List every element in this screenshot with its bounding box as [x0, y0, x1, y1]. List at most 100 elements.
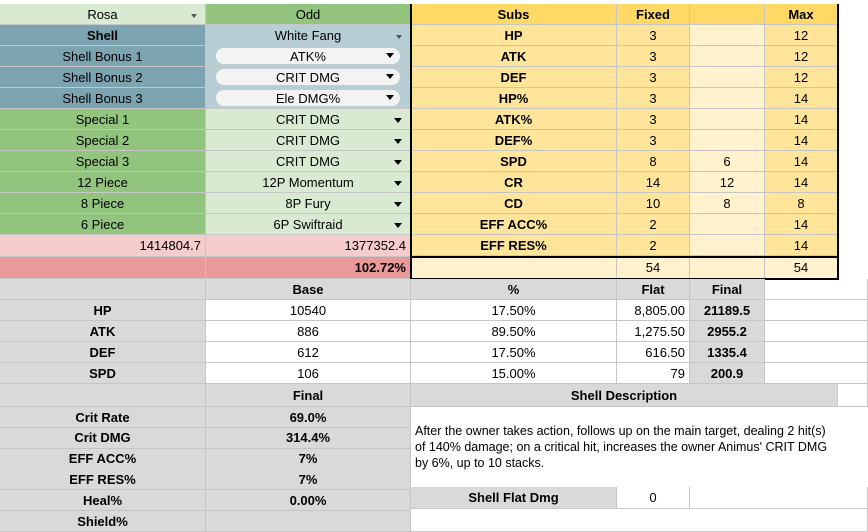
stat-final: 200.9 [690, 363, 765, 384]
stat-pad [765, 300, 868, 321]
shell-value: White Fang [274, 27, 342, 43]
sub-name: DEF% [411, 130, 617, 151]
dropdown-8-piece[interactable]: 8P Fury [206, 193, 411, 214]
subs-header-fixed: Fixed [617, 4, 690, 25]
stats-header-empty [0, 279, 206, 300]
stat-flat: 616.50 [617, 342, 690, 363]
sub-extra [690, 88, 765, 109]
sub-fixed: 2 [617, 214, 690, 235]
stat-flat: 79 [617, 363, 690, 384]
chevron-down-icon[interactable] [396, 35, 402, 39]
sub-extra [690, 25, 765, 46]
row-label-special-3: Special 3 [0, 151, 206, 172]
secondary-value: 7% [206, 448, 411, 470]
border-line [410, 256, 839, 258]
subs-total-extra [690, 257, 765, 279]
sub-fixed: 3 [617, 130, 690, 151]
sub-max: 14 [765, 214, 838, 235]
stat-pct: 15.00% [411, 363, 617, 384]
secondary-header-empty [0, 384, 206, 407]
stat-base: 10540 [206, 300, 411, 321]
row-label-shell-bonus-2: Shell Bonus 2 [0, 67, 206, 88]
sub-name: HP% [411, 88, 617, 109]
secondary-value: 69.0% [206, 407, 411, 428]
sub-name: ATK% [411, 109, 617, 130]
subs-header-name: Subs [411, 4, 617, 25]
pad [411, 509, 868, 532]
subs-total-label [411, 257, 617, 279]
stat-pct: 89.50% [411, 321, 617, 342]
sub-name: SPD [411, 151, 617, 172]
secondary-name: Crit Rate [0, 407, 206, 428]
chevron-down-icon[interactable] [191, 14, 197, 18]
ratio-value: 102.72% [206, 257, 411, 279]
row-label-6-piece: 6 Piece [0, 214, 206, 235]
dropdown-shell-bonus-3[interactable]: Ele DMG% [206, 88, 411, 109]
sub-extra: 6 [690, 151, 765, 172]
subs-header-extra [690, 4, 765, 25]
dropdown-arrow-icon [386, 95, 394, 100]
dropdown-arrow-icon [386, 74, 394, 79]
row-label-8-piece: 8 Piece [0, 193, 206, 214]
secondary-name: Crit DMG [0, 427, 206, 449]
dropdown-arrow-icon [394, 202, 402, 207]
stats-header-flat: Flat [617, 279, 690, 300]
sub-max: 14 [765, 88, 838, 109]
sub-fixed: 3 [617, 67, 690, 88]
dropdown-arrow-icon [394, 118, 402, 123]
dropdown-6-piece[interactable]: 6P Swiftraid [206, 214, 411, 235]
stats-header-pad [765, 279, 868, 300]
dropdown-shell-bonus-2[interactable]: CRIT DMG [206, 67, 411, 88]
secondary-value [206, 511, 411, 532]
dropdown-special-2[interactable]: CRIT DMG [206, 130, 411, 151]
stat-pct: 17.50% [411, 342, 617, 363]
subs-header-max: Max [765, 4, 838, 25]
stat-pct: 17.50% [411, 300, 617, 321]
stat-name: HP [0, 300, 206, 321]
sub-max: 14 [765, 109, 838, 130]
dropdown-special-3[interactable]: CRIT DMG [206, 151, 411, 172]
sub-extra [690, 235, 765, 256]
dropdown-12-piece[interactable]: 12P Momentum [206, 172, 411, 193]
dropdown-arrow-icon [386, 53, 394, 58]
ratio-empty [0, 257, 206, 279]
secondary-name: Heal% [0, 490, 206, 512]
stat-pad [765, 321, 868, 342]
border-line [410, 256, 412, 279]
row-label-shell-bonus-1: Shell Bonus 1 [0, 46, 206, 67]
subs-total-max: 54 [765, 257, 838, 279]
sub-extra [690, 130, 765, 151]
spacer [838, 4, 868, 279]
pad [838, 384, 868, 407]
sub-extra: 8 [690, 193, 765, 214]
border-line [837, 4, 839, 279]
sub-fixed: 2 [617, 235, 690, 256]
sub-extra [690, 109, 765, 130]
dropdown-arrow-icon [394, 223, 402, 228]
character-select[interactable]: Rosa [0, 4, 206, 25]
secondary-value: 314.4% [206, 427, 411, 449]
secondary-header-final: Final [206, 384, 411, 407]
shell-flat-dmg-value: 0 [617, 487, 690, 509]
stat-pad [765, 342, 868, 363]
sub-extra [690, 67, 765, 88]
sub-extra: 12 [690, 172, 765, 193]
secondary-value: 7% [206, 469, 411, 491]
secondary-name: EFF RES% [0, 469, 206, 491]
shell-flat-dmg-label: Shell Flat Dmg [411, 487, 617, 509]
row-label-special-2: Special 2 [0, 130, 206, 151]
dropdown-arrow-icon [394, 181, 402, 186]
shell-select[interactable]: White Fang [206, 25, 411, 46]
dropdown-shell-bonus-1[interactable]: ATK% [206, 46, 411, 67]
sub-max: 12 [765, 25, 838, 46]
sub-extra [690, 46, 765, 67]
stat-final: 1335.4 [690, 342, 765, 363]
row-label-shell-bonus-3: Shell Bonus 3 [0, 88, 206, 109]
sub-max: 14 [765, 235, 838, 256]
sub-fixed: 10 [617, 193, 690, 214]
pad [690, 487, 868, 509]
subs-total-fixed: 54 [617, 257, 690, 279]
sub-name: ATK [411, 46, 617, 67]
dropdown-special-1[interactable]: CRIT DMG [206, 109, 411, 130]
sub-fixed: 14 [617, 172, 690, 193]
